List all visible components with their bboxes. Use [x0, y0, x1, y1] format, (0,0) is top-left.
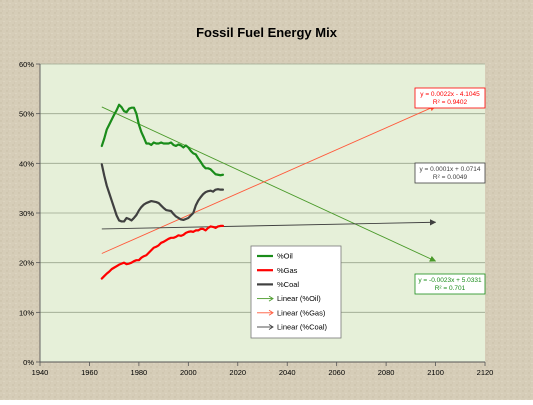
legend-item: Linear (%Oil) — [257, 294, 321, 303]
data-series — [100, 103, 225, 280]
x-tick-label: 1940 — [32, 368, 49, 377]
series-line-oil — [100, 103, 225, 177]
legend-arrow-icon — [268, 309, 274, 316]
trendline-oil — [101, 106, 437, 262]
chart-title: Fossil Fuel Energy Mix — [196, 25, 338, 40]
x-tick-label: 1960 — [81, 368, 98, 377]
legend-item: Linear (%Coal) — [257, 323, 328, 332]
y-tick-label: 40% — [19, 159, 34, 168]
legend-label: %Coal — [277, 280, 299, 289]
x-tick-label: 2000 — [180, 368, 197, 377]
legend-arrow-icon — [268, 324, 274, 330]
equation-box-frame — [414, 87, 486, 109]
x-tick-label: 2080 — [378, 368, 395, 377]
axes: 0% 10% 20% 30% 40% 50% 60% 1940 1960 1980 2000 2020… — [19, 60, 493, 377]
x-tick-label: 2120 — [477, 368, 494, 377]
legend-label: %Gas — [277, 266, 298, 275]
trendline-gas — [101, 105, 437, 254]
legend-box — [250, 245, 342, 339]
legend-label: Linear (%Coal) — [277, 323, 328, 332]
series-line-gas — [100, 224, 225, 280]
y-tick-label: 20% — [19, 259, 34, 268]
trendlines — [101, 105, 437, 262]
y-tick-label: 50% — [19, 110, 34, 119]
x-tick-label: 2020 — [229, 368, 246, 377]
legend-arrow-icon — [268, 295, 274, 302]
legend: %Oil %Gas %Coal Linear (%Oil) Linear (%Gas) L… — [250, 245, 342, 339]
legend-item: %Oil — [257, 252, 293, 261]
legend-item: %Gas — [257, 266, 298, 275]
legend-label: Linear (%Oil) — [277, 294, 321, 303]
r-squared-text: R² = 0.0049 — [433, 174, 468, 181]
r-squared-text: R² = 0.701 — [435, 285, 466, 292]
y-tick-label: 0% — [23, 358, 34, 367]
legend-label: Linear (%Gas) — [277, 308, 326, 317]
trendline-coal — [101, 219, 437, 230]
y-tick-label: 30% — [19, 209, 34, 218]
equation-text: y = 0.0001x + 0.0714 — [419, 166, 480, 173]
equation-box-frame — [414, 273, 486, 295]
y-tick-label: 60% — [19, 60, 34, 69]
y-tick-label: 10% — [19, 308, 34, 317]
legend-item: %Coal — [257, 280, 299, 289]
series-line-coal — [100, 163, 225, 223]
legend-label: %Oil — [277, 252, 293, 261]
legend-item: Linear (%Gas) — [257, 308, 326, 317]
equation-box-frame — [414, 162, 486, 184]
x-tick-label: 2060 — [328, 368, 345, 377]
equation-text: y = 0.0022x - 4.1045 — [420, 91, 480, 98]
x-tick-label: 1980 — [131, 368, 148, 377]
x-tick-label: 2100 — [427, 368, 444, 377]
r-squared-text: R² = 0.9402 — [433, 99, 468, 106]
equation-text: y = -0.0023x + 5.0331 — [418, 277, 482, 284]
x-tick-label: 2040 — [279, 368, 296, 377]
